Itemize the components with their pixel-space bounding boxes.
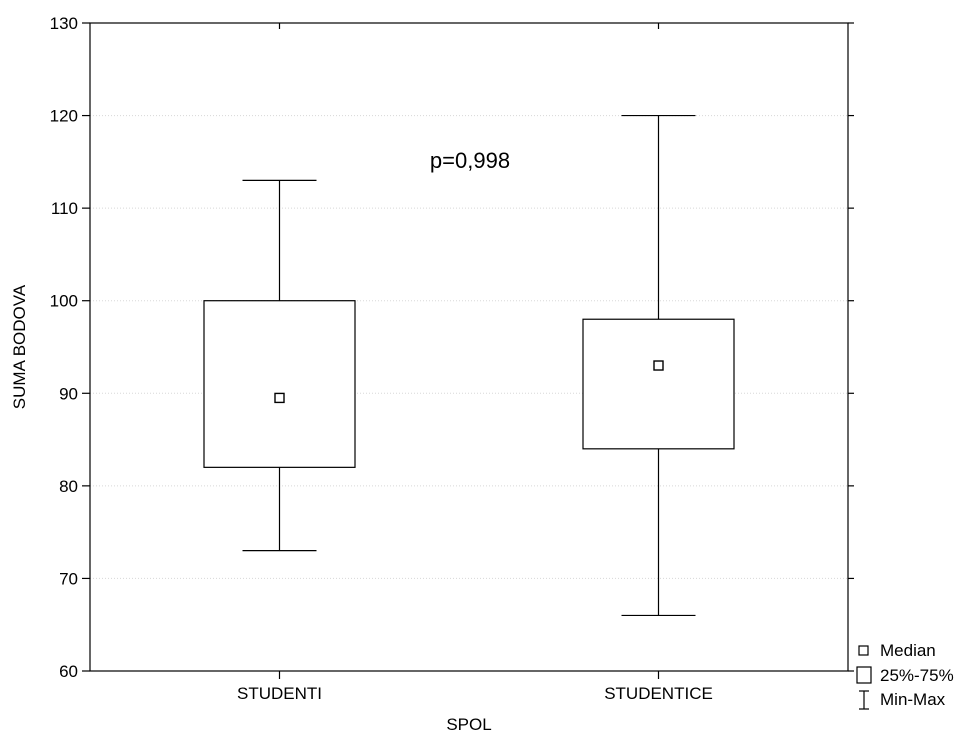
p-value-annotation: p=0,998: [430, 148, 510, 173]
boxes-layer: [203, 114, 735, 617]
y-axis-title: SUMA BODOVA: [10, 284, 29, 409]
legend-whisker-marker: [859, 690, 869, 710]
median-marker: [274, 392, 285, 404]
legend: Median 25%-75% Min-Max: [856, 641, 954, 710]
box-studentice: [582, 114, 735, 617]
x-tick-label: STUDENTICE: [604, 684, 713, 703]
box-iqr: [203, 300, 356, 468]
legend-median-label: Median: [880, 641, 936, 660]
median-marker: [653, 360, 664, 371]
plot-area-frame: [89, 22, 849, 672]
y-tick-label: 130: [50, 14, 78, 33]
y-tick-label: 80: [59, 477, 78, 496]
y-tick-label: 60: [59, 662, 78, 681]
box-studenti: [203, 179, 356, 552]
legend-box-label: 25%-75%: [880, 666, 954, 685]
box-iqr: [582, 318, 735, 450]
y-tick-label: 100: [50, 292, 78, 311]
y-axis: 60 70 80 90 100 110 120 130: [50, 14, 854, 681]
y-tick-label: 110: [51, 199, 78, 218]
legend-box-marker: [856, 666, 872, 684]
x-axis-title: SPOL: [446, 715, 491, 734]
legend-median-marker: [858, 645, 869, 656]
y-tick-label: 70: [59, 569, 78, 588]
y-tick-label: 90: [59, 384, 78, 403]
x-axis: STUDENTI STUDENTICE: [237, 23, 713, 703]
x-tick-label: STUDENTI: [237, 684, 322, 703]
y-tick-label: 120: [50, 107, 78, 126]
legend-whisker-label: Min-Max: [880, 690, 946, 709]
